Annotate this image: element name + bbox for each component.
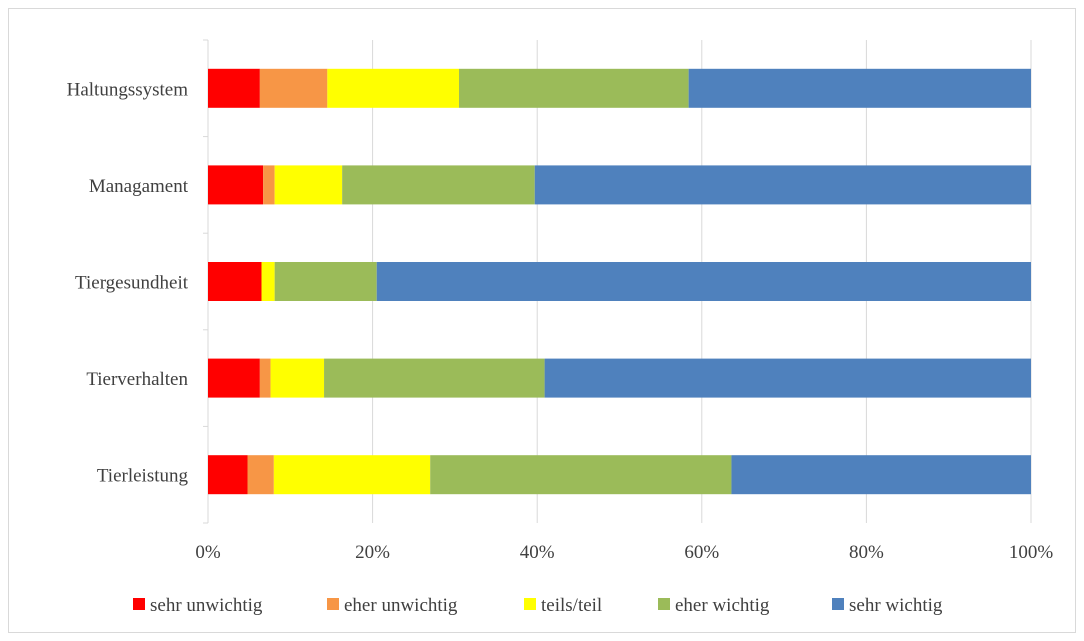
x-tick-label: 80% (849, 542, 884, 563)
x-tick-labels: 0% 20% 40% 60% 80% 100% (195, 542, 1053, 563)
legend-label: sehr wichtig (849, 595, 943, 616)
legend-label: eher unwichtig (344, 595, 458, 616)
bar-segment (430, 455, 732, 495)
x-tick-label: 0% (195, 542, 221, 563)
category-label: Tierleistung (97, 466, 189, 487)
bar-segment (263, 165, 275, 205)
category-labels: Haltungssystem Managament Tiergesundheit Ti… (67, 79, 189, 486)
legend-swatch (658, 598, 670, 610)
x-tick-label: 100% (1009, 542, 1054, 563)
bar-segment (274, 165, 343, 205)
bar-segment (259, 358, 271, 398)
legend-swatch (524, 598, 536, 610)
bar-segment (259, 68, 328, 108)
bar-segment (342, 165, 535, 205)
bar-segment (544, 358, 1031, 398)
category-label: Haltungssystem (67, 79, 189, 100)
bar-segment (208, 358, 260, 398)
bar-segment (261, 262, 275, 301)
bar-segment (208, 455, 248, 495)
bar-segment (327, 68, 460, 108)
category-label: Tiergesundheit (75, 273, 189, 294)
legend-swatch (832, 598, 844, 610)
bar-segment (270, 358, 325, 398)
bar-segment (459, 68, 689, 108)
bar-segment (324, 358, 545, 398)
legend-swatch (327, 598, 339, 610)
bar-segment (273, 455, 431, 495)
x-tick-label: 20% (355, 542, 390, 563)
legend-label: eher wichtig (675, 595, 770, 616)
x-tick-label: 60% (684, 542, 719, 563)
bar-segment (731, 455, 1031, 495)
chart-frame (8, 8, 1076, 633)
bar-segment (208, 165, 264, 205)
x-tick-label: 40% (520, 542, 555, 563)
legend-swatch (133, 598, 145, 610)
category-label: Tierverhalten (86, 369, 188, 390)
legend: sehr unwichtig eher unwichtig teils/teil eh… (133, 595, 943, 616)
legend-label: teils/teil (541, 595, 602, 616)
bar-segment (208, 68, 260, 108)
bar-segment (688, 68, 1031, 108)
bar-segment (208, 262, 262, 301)
category-label: Managament (89, 176, 189, 197)
bar-segment (247, 455, 274, 495)
bar-segment (534, 165, 1031, 205)
legend-label: sehr unwichtig (150, 595, 263, 616)
bars (208, 68, 1032, 495)
bar-segment (274, 262, 377, 301)
bar-segment (376, 262, 1032, 301)
